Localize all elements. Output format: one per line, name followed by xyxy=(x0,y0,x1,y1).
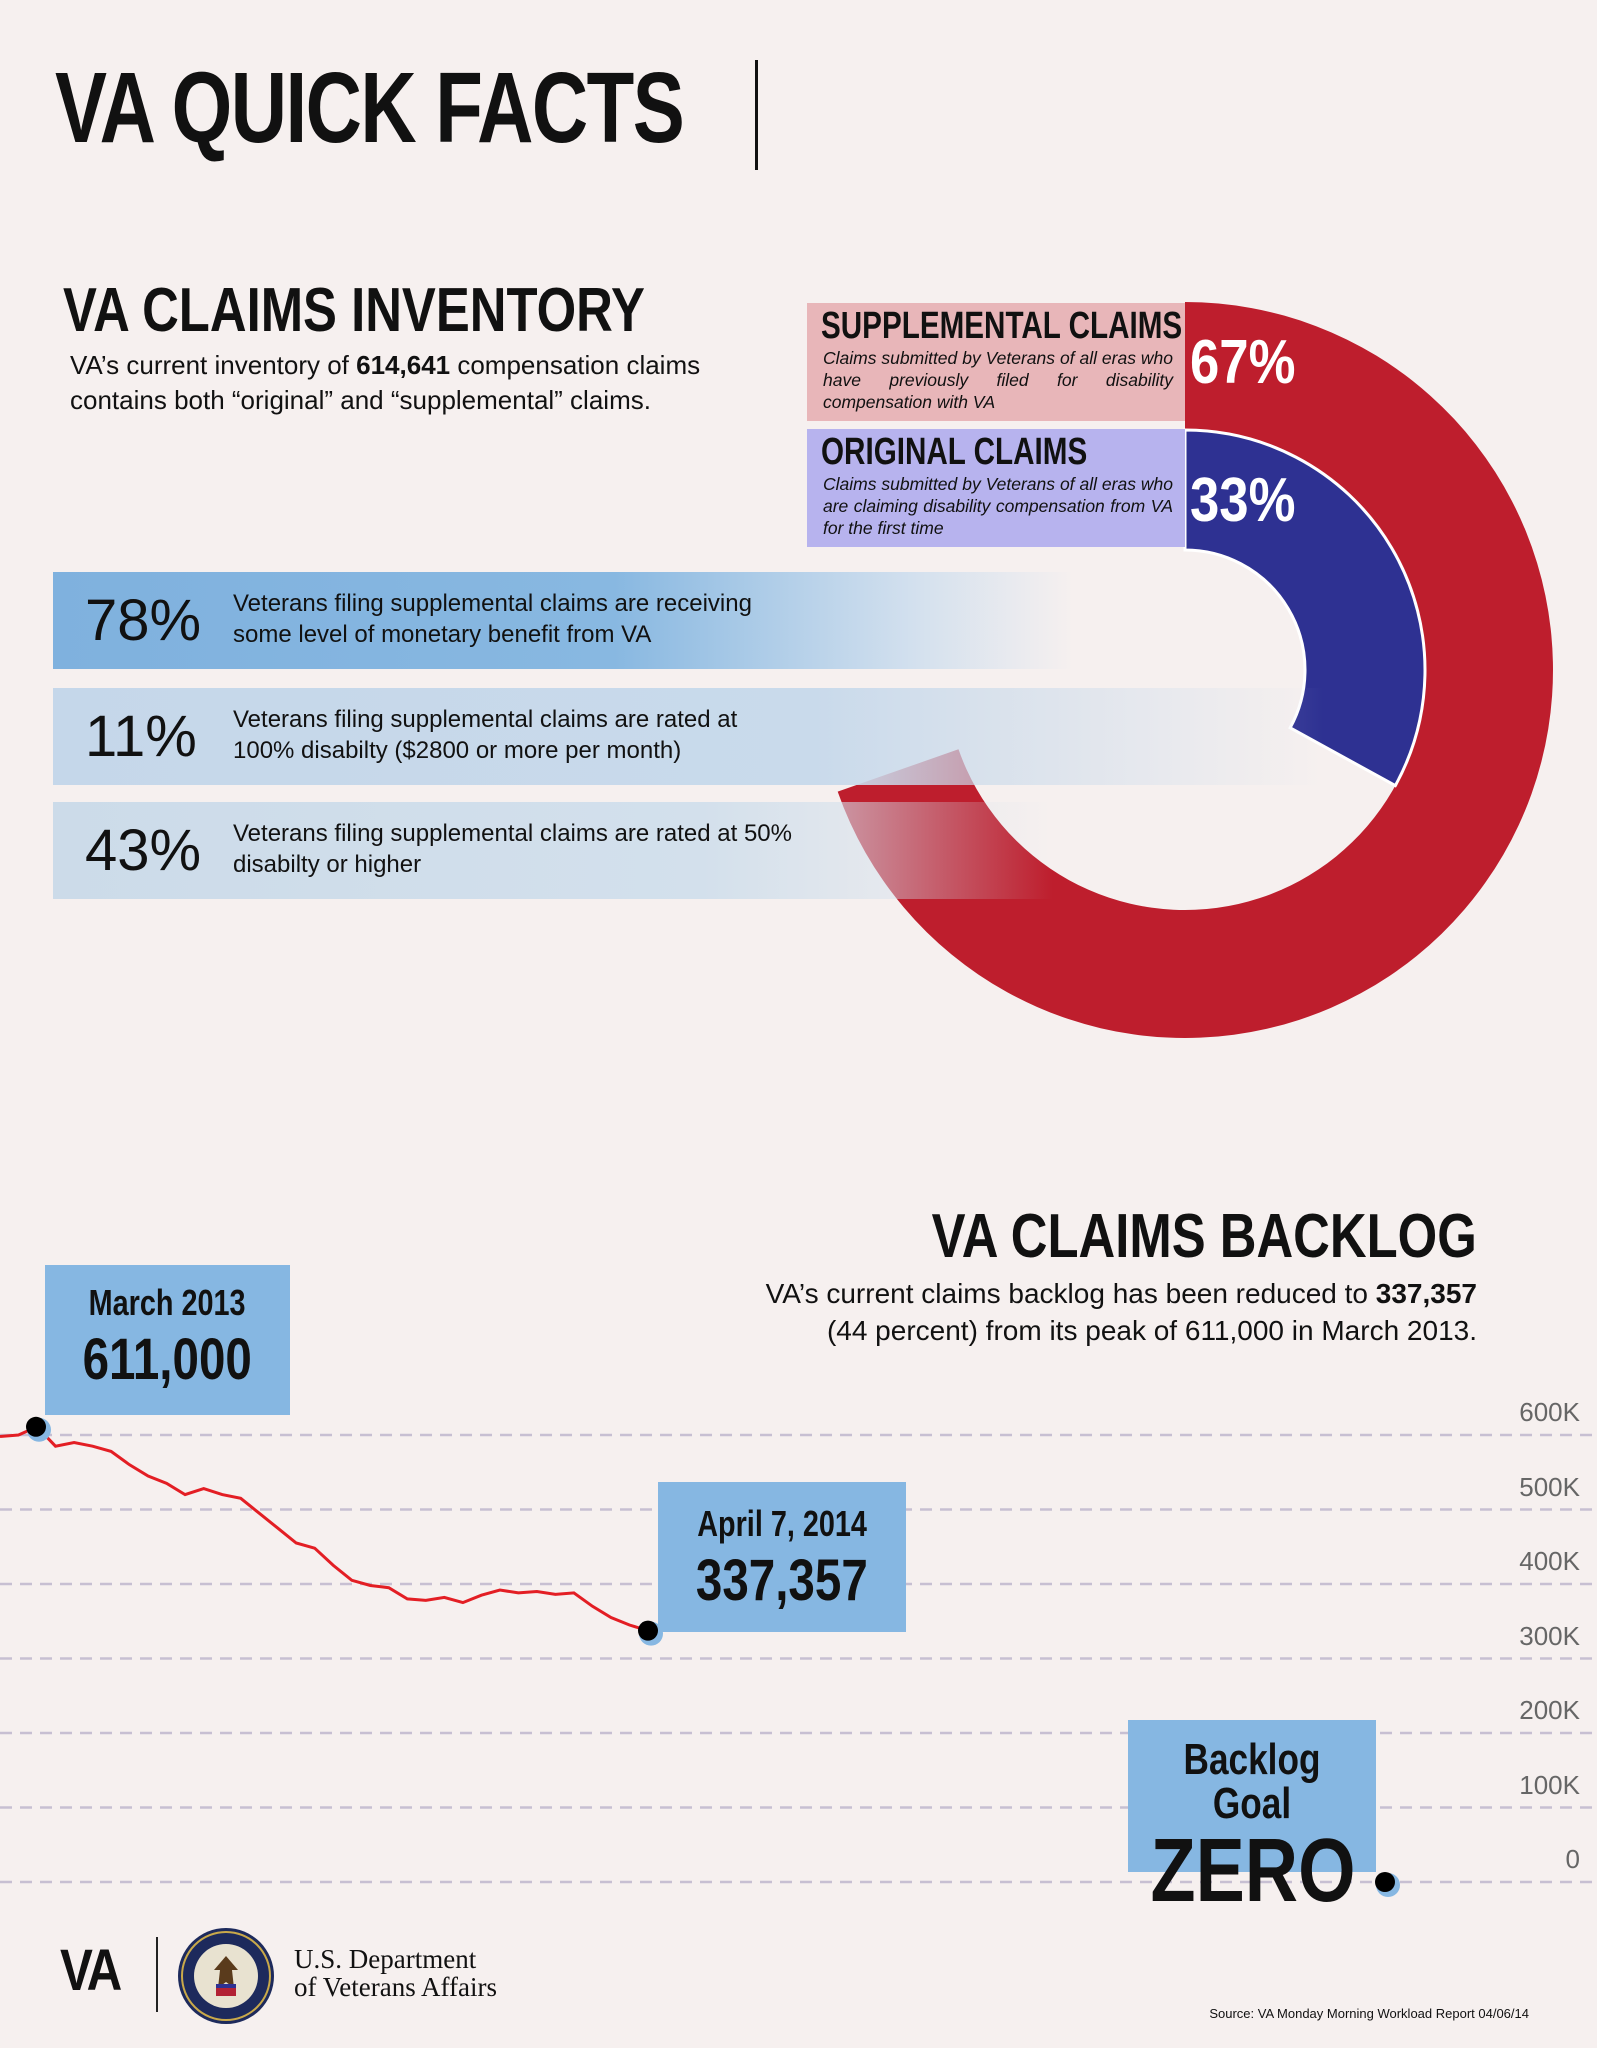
va-logo: VA xyxy=(60,1938,122,2003)
title-divider xyxy=(755,60,758,170)
supplemental-description: Claims submitted by Veterans of all eras… xyxy=(823,348,1173,412)
source-note: Source: VA Monday Morning Workload Repor… xyxy=(1209,2006,1529,2021)
marker-dot xyxy=(638,1620,658,1641)
y-tick-label: 0 xyxy=(1565,1844,1580,1874)
goal-label: Backlog Goal xyxy=(1183,1735,1321,1828)
department-line-1: U.S. Department xyxy=(294,1944,477,1974)
backlog-title: VA CLAIMS BACKLOG xyxy=(931,1202,1477,1271)
logo-divider xyxy=(156,1937,158,2012)
chart-markers xyxy=(26,1416,1400,1897)
original-claims-box: ORIGINAL CLAIMS Claims submitted by Vete… xyxy=(807,429,1185,547)
supplemental-percent: 67% xyxy=(1190,328,1296,397)
inventory-title: VA CLAIMS INVENTORY xyxy=(63,276,645,345)
stat-bar-50-percent-disability: 43% Veterans filing supplemental claims … xyxy=(53,802,1053,899)
peak-callout: March 2013 611,000 xyxy=(45,1265,290,1415)
backlog-series-line xyxy=(0,1425,649,1633)
stat-value: 11% xyxy=(85,704,197,769)
backlog-description: VA’s current claims backlog has been red… xyxy=(577,1275,1477,1349)
stat-text: Veterans filing supplemental claims are … xyxy=(233,706,738,764)
page-title: VA QUICK FACTS xyxy=(55,52,685,164)
backlog-desc-pre: VA’s current claims backlog has been red… xyxy=(765,1278,1376,1309)
goal-callout: Backlog Goal ZERO xyxy=(1128,1720,1376,1916)
donut-slice-original xyxy=(1183,428,1427,788)
peak-value: 611,000 xyxy=(82,1327,253,1392)
y-tick-label: 200K xyxy=(1519,1695,1580,1725)
backlog-desc-post: (44 percent) from its peak of 611,000 in… xyxy=(826,1315,1477,1346)
supplemental-heading: SUPPLEMENTAL CLAIMS xyxy=(821,305,1183,347)
stat-bar-100-percent-disability: 11% Veterans filing supplemental claims … xyxy=(53,688,1323,785)
inventory-desc-pre: VA’s current inventory of xyxy=(70,350,357,380)
original-heading: ORIGINAL CLAIMS xyxy=(821,431,1088,473)
stat-value: 43% xyxy=(85,818,202,883)
va-seal-icon xyxy=(178,1928,274,2024)
marker-dot xyxy=(1375,1872,1395,1892)
inventory-desc-post: compensation claims contains both “origi… xyxy=(70,350,701,415)
department-name: U.S. Department of Veterans Affairs xyxy=(294,1945,497,2001)
stat-value: 78% xyxy=(85,588,202,653)
stat-text: Veterans filing supplemental claims are … xyxy=(233,820,792,878)
goal-value: ZERO xyxy=(1150,1821,1356,1921)
backlog-current-value: 337,357 xyxy=(1375,1278,1477,1309)
inventory-description: VA’s current inventory of 614,641 compen… xyxy=(70,348,790,418)
current-callout: April 7, 2014 337,357 xyxy=(658,1482,906,1632)
peak-date: March 2013 xyxy=(89,1282,246,1323)
inventory-total: 614,641 xyxy=(356,350,451,380)
stat-text: Veterans filing supplemental claims are … xyxy=(233,590,752,648)
stat-bar-monetary-benefit: 78% Veterans filing supplemental claims … xyxy=(53,572,1073,669)
y-tick-label: 100K xyxy=(1519,1769,1580,1800)
y-tick-label: 400K xyxy=(1519,1546,1580,1576)
current-date: April 7, 2014 xyxy=(697,1503,867,1544)
marker-dot xyxy=(26,1416,46,1437)
y-tick-label: 600K xyxy=(1519,1397,1580,1427)
current-value: 337,357 xyxy=(696,1548,868,1613)
y-tick-label: 300K xyxy=(1519,1620,1580,1651)
department-line-2: of Veterans Affairs xyxy=(294,1972,497,2002)
y-tick-label: 500K xyxy=(1519,1471,1580,1502)
original-description: Claims submitted by Veterans of all eras… xyxy=(823,474,1173,538)
supplemental-claims-box: SUPPLEMENTAL CLAIMS Claims submitted by … xyxy=(807,303,1185,421)
original-percent: 33% xyxy=(1190,466,1296,535)
